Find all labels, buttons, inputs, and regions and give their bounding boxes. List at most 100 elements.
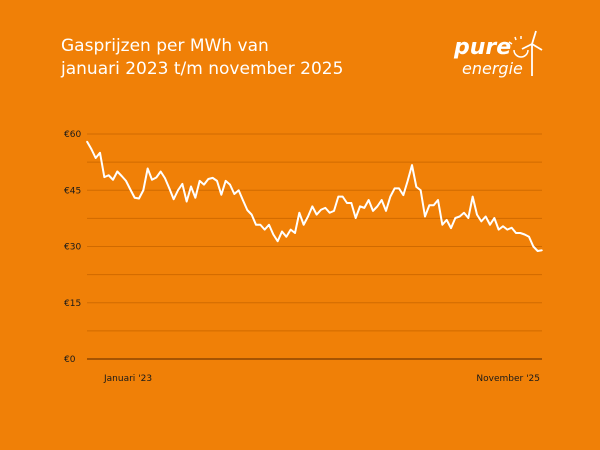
data-point [324,207,327,209]
data-point [328,211,331,214]
data-point [393,187,396,190]
data-point [467,217,470,219]
data-point [471,195,474,198]
data-point [94,157,97,159]
data-point [415,186,418,188]
data-point [216,180,218,182]
sun-icon [508,36,529,58]
data-point [285,235,288,238]
data-point [437,199,439,201]
data-point [385,210,387,212]
data-point [502,225,504,228]
data-point [125,180,127,182]
data-point [99,151,101,154]
data-point [155,176,158,179]
price-line [86,140,543,252]
data-point [493,217,496,219]
data-point [198,180,201,182]
data-point [146,167,149,170]
data-point [363,207,366,209]
data-point [281,230,283,233]
data-point [541,249,543,252]
data-point [224,180,227,182]
data-point [350,202,353,204]
data-point [341,195,344,198]
data-point [233,193,236,195]
data-point [411,164,413,166]
data-point [506,228,509,231]
data-point [207,178,210,180]
data-point [432,204,435,207]
data-point [250,213,253,216]
data-point [112,178,114,181]
data-point [190,185,192,188]
data-point [177,189,179,192]
data-point [203,183,205,186]
data-point [211,177,214,179]
data-point [120,175,123,177]
svg-text:energie: energie [462,59,523,78]
data-point [367,199,370,201]
data-point [268,223,270,226]
data-point [220,193,223,196]
data-point [294,232,296,234]
data-point [302,223,305,226]
data-point [419,189,422,192]
data-point [476,213,478,216]
data-point [484,215,487,218]
data-point [181,183,184,185]
y-tick-label: €0 [64,355,76,365]
data-point [246,209,249,211]
data-point [402,194,405,196]
data-point [376,205,379,208]
data-point [298,211,301,214]
data-point [142,189,145,192]
data-point [372,210,374,212]
title-line-1: Gasprijzen per MWh van [61,36,269,56]
data-point [528,235,530,238]
data-point [242,199,244,202]
data-point [289,228,292,231]
data-point [151,178,153,181]
data-point [103,176,106,178]
data-point [441,223,444,226]
data-point [320,208,322,211]
wind-turbine-icon [521,30,543,76]
y-tick-label: €30 [64,243,81,253]
data-point [315,213,318,216]
data-point [450,227,452,229]
data-point [168,187,171,190]
data-point [445,219,448,221]
data-point [424,215,426,218]
data-point [346,202,348,204]
data-point [454,217,457,219]
data-point [86,140,88,143]
data-point [398,187,400,190]
data-point [237,189,240,192]
data-point [406,180,409,182]
x-tick-label-end: November '25 [476,374,540,384]
data-point [129,188,132,191]
x-tick-label-start: Januari '23 [103,374,152,384]
data-point [138,197,140,200]
svg-text:pure: pure [453,35,511,60]
data-point [259,223,262,226]
data-point [532,245,535,248]
data-point [380,199,383,201]
data-point [276,240,279,243]
y-tick-label: €45 [64,186,81,196]
data-point [359,205,361,208]
data-point [337,195,340,198]
data-point [489,223,491,226]
data-point [272,233,275,236]
data-point [116,170,119,173]
data-point [480,220,483,223]
data-point [389,195,392,198]
pure-energie-logo: pure energie [453,30,543,78]
data-point [458,215,461,218]
data-point [523,233,526,236]
data-point [515,232,517,234]
data-point [536,250,539,252]
chart-title: Gasprijzen per MWh van januari 2023 t/m … [61,35,343,81]
data-point [354,217,357,219]
